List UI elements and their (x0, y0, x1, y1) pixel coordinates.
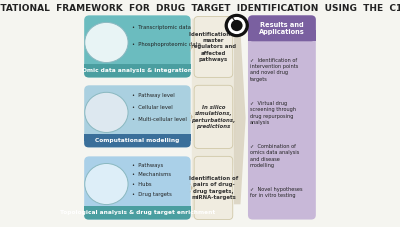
FancyArrow shape (190, 112, 193, 122)
Ellipse shape (85, 22, 128, 62)
Text: ✓  Combination of
omics data analysis
and disease
modelling: ✓ Combination of omics data analysis and… (250, 144, 299, 168)
Bar (84, 134, 191, 141)
Text: COMPUTATIONAL  FRAMEWORK  FOR  DRUG  TARGET  IDENTIFICATION  USING  THE  C19DMap: COMPUTATIONAL FRAMEWORK FOR DRUG TARGET … (0, 4, 400, 13)
Text: •  Drug targets: • Drug targets (132, 192, 172, 197)
Text: ✓  Novel hypotheses
for in vitro testing: ✓ Novel hypotheses for in vitro testing (250, 187, 302, 198)
Circle shape (224, 14, 249, 37)
Text: •  Mechanisms: • Mechanisms (132, 172, 171, 177)
Text: •  Multi-cellular level: • Multi-cellular level (132, 117, 187, 122)
Text: Identification of
master
regulators and
affected
pathways: Identification of master regulators and … (189, 32, 238, 62)
FancyBboxPatch shape (194, 85, 233, 148)
FancyBboxPatch shape (248, 15, 316, 41)
Bar (84, 64, 191, 71)
FancyBboxPatch shape (84, 15, 191, 77)
FancyArrow shape (190, 42, 193, 52)
Circle shape (234, 23, 239, 28)
FancyBboxPatch shape (248, 15, 316, 220)
FancyArrow shape (192, 19, 236, 217)
FancyBboxPatch shape (84, 64, 191, 77)
Text: •  Cellular level: • Cellular level (132, 105, 173, 110)
Bar (84, 206, 191, 213)
FancyBboxPatch shape (84, 206, 191, 220)
Text: Identification of
pairs of drug-
drug targets,
miRNA-targets: Identification of pairs of drug- drug ta… (189, 176, 238, 200)
Text: Topological analysis & drug target enrichment: Topological analysis & drug target enric… (60, 210, 215, 215)
Text: Computational modelling: Computational modelling (95, 138, 180, 143)
Circle shape (228, 17, 246, 34)
Ellipse shape (85, 92, 128, 133)
FancyArrow shape (190, 183, 193, 193)
FancyBboxPatch shape (194, 17, 233, 77)
Text: •  Transcriptomic data: • Transcriptomic data (132, 25, 191, 30)
Bar (248, 30, 316, 41)
Ellipse shape (85, 163, 128, 205)
Text: In silico
simulations,
perturbations,
predictions: In silico simulations, perturbations, pr… (191, 105, 236, 129)
Text: •  Pathways: • Pathways (132, 163, 163, 168)
Text: Results and
Applications: Results and Applications (259, 22, 305, 35)
FancyBboxPatch shape (84, 134, 191, 147)
Text: Omic data analysis & integration: Omic data analysis & integration (82, 68, 192, 73)
FancyBboxPatch shape (194, 156, 233, 220)
FancyBboxPatch shape (84, 85, 191, 147)
FancyBboxPatch shape (84, 156, 191, 220)
Text: •  Phosphoproteomic data: • Phosphoproteomic data (132, 42, 201, 47)
Text: •  Pathway level: • Pathway level (132, 93, 175, 98)
Text: ✓  Virtual drug
screening through
drug repurposing
analysis: ✓ Virtual drug screening through drug re… (250, 101, 296, 125)
Circle shape (231, 20, 242, 31)
Text: •  Hubs: • Hubs (132, 182, 152, 187)
Text: ✓  Identification of
intervention points
and novel drug
targets: ✓ Identification of intervention points … (250, 58, 298, 82)
FancyArrow shape (234, 32, 246, 204)
